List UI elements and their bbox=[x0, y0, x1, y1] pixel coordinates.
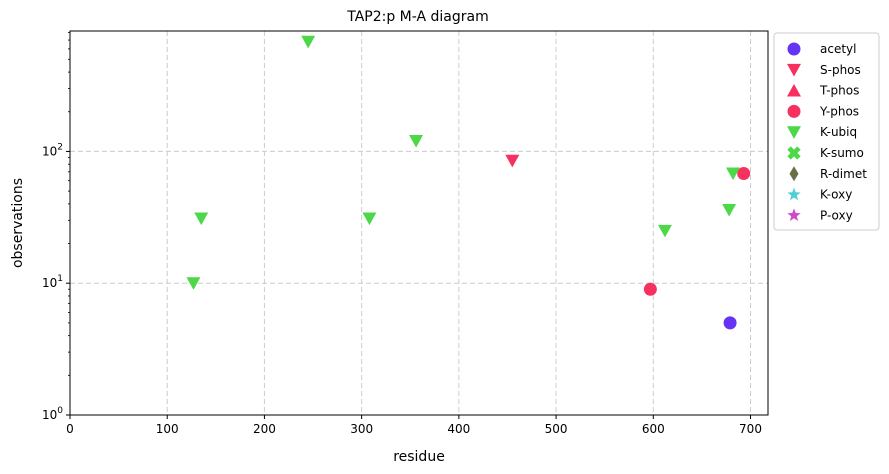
x-tick-label: 500 bbox=[545, 422, 568, 436]
x-tick-label: 600 bbox=[642, 422, 665, 436]
legend-marker bbox=[787, 104, 801, 118]
data-points bbox=[186, 35, 751, 330]
legend-label: Y-phos bbox=[819, 104, 859, 118]
x-tick-label: 300 bbox=[350, 422, 373, 436]
data-point bbox=[409, 135, 424, 148]
legend-marker bbox=[787, 42, 801, 56]
legend-label: R-dimet bbox=[820, 167, 867, 181]
data-point bbox=[643, 282, 657, 296]
legend-label: K-oxy bbox=[820, 188, 852, 202]
x-tick-label: 0 bbox=[66, 422, 74, 436]
x-tick-label: 700 bbox=[739, 422, 762, 436]
x-axis-label: residue bbox=[393, 449, 445, 465]
data-point bbox=[657, 224, 672, 238]
y-tick-label: 101 bbox=[42, 274, 63, 290]
y-axis-label: observations bbox=[10, 178, 26, 268]
plot-frame bbox=[69, 30, 769, 416]
legend-label: T-phos bbox=[819, 84, 859, 98]
legend-label: acetyl bbox=[820, 42, 856, 56]
legend-marker bbox=[787, 146, 801, 160]
data-point bbox=[301, 35, 316, 49]
data-point bbox=[737, 167, 751, 181]
legend-label: P-oxy bbox=[820, 208, 853, 222]
grid-lines bbox=[70, 31, 768, 415]
data-point bbox=[362, 212, 377, 226]
data-point bbox=[186, 277, 201, 290]
data-point bbox=[723, 316, 737, 330]
legend: acetyl S-phos T-phos Y-phos K-ubiq K-sumo R-di… bbox=[773, 32, 880, 231]
legend-marker bbox=[787, 83, 801, 97]
y-axis-ticks: 100 101 102 bbox=[42, 32, 70, 422]
chart-title: TAP2:p M-A diagram bbox=[346, 9, 489, 25]
data-point bbox=[194, 212, 209, 226]
legend-marker bbox=[787, 126, 801, 139]
x-tick-label: 200 bbox=[253, 422, 276, 436]
y-tick-label: 102 bbox=[42, 142, 63, 158]
legend-marker bbox=[787, 187, 801, 201]
legend-marker bbox=[787, 63, 801, 77]
data-point bbox=[505, 154, 520, 168]
legend-label: K-sumo bbox=[820, 146, 864, 160]
legend-frame bbox=[773, 32, 880, 231]
legend-marker bbox=[789, 166, 799, 182]
x-axis-ticks: 0 100 200 300 400 500 600 700 bbox=[66, 415, 762, 436]
y-tick-label: 100 bbox=[42, 406, 63, 422]
legend-label: K-ubiq bbox=[820, 125, 857, 139]
x-tick-label: 400 bbox=[447, 422, 470, 436]
data-point bbox=[726, 167, 741, 181]
legend-marker bbox=[787, 208, 801, 222]
data-point bbox=[722, 203, 737, 217]
legend-label: S-phos bbox=[820, 63, 861, 77]
x-tick-label: 100 bbox=[156, 422, 179, 436]
